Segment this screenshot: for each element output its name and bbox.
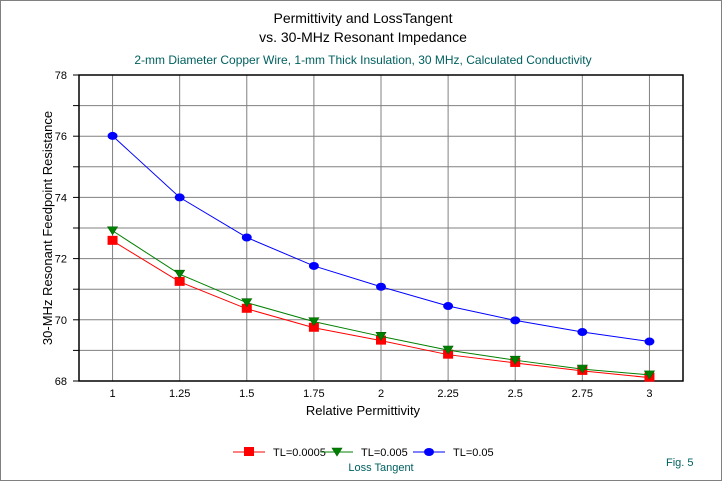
y-tick-label: 76 xyxy=(55,131,67,143)
series-tl-0-05 xyxy=(107,131,655,346)
x-tick-label: 1 xyxy=(109,388,115,400)
x-tick-label: 2 xyxy=(378,388,384,400)
legend-label: TL=0.0005 xyxy=(273,447,326,459)
data-point xyxy=(174,276,185,286)
data-point xyxy=(241,233,252,242)
legend-title: Loss Tangent xyxy=(348,462,413,474)
data-point xyxy=(308,317,320,327)
x-tick-label: 1.5 xyxy=(239,388,254,400)
data-point xyxy=(107,131,118,140)
x-tick-label: 1.75 xyxy=(303,388,324,400)
legend-marker xyxy=(331,447,343,457)
data-point xyxy=(375,332,387,341)
legend: TL=0.0005 TL=0.005 TL=0.05 xyxy=(233,447,494,459)
y-axis-label: 30-MHz Resonant Feedpoint Resistance xyxy=(40,111,55,345)
data-point xyxy=(107,235,118,245)
y-tick-label: 72 xyxy=(55,254,67,266)
legend-label: TL=0.05 xyxy=(453,447,494,459)
data-point xyxy=(174,193,185,202)
x-axis-label: Relative Permittivity xyxy=(306,403,421,418)
data-point xyxy=(643,370,655,380)
legend-marker xyxy=(424,448,434,456)
legend-label: TL=0.005 xyxy=(361,447,408,459)
series-tl-0-005 xyxy=(107,226,655,380)
data-point xyxy=(376,282,386,291)
y-tick-label: 74 xyxy=(55,192,67,204)
y-tick-label: 70 xyxy=(55,315,67,327)
chart-title-line1: Permittivity and LossTangent xyxy=(274,10,453,26)
data-point xyxy=(510,316,521,325)
y-tick-label: 78 xyxy=(55,70,67,82)
data-point xyxy=(442,345,454,355)
data-point xyxy=(644,337,655,346)
x-tick-label: 2.75 xyxy=(572,388,593,400)
y-tick-label: 68 xyxy=(55,376,67,388)
data-point xyxy=(308,322,319,332)
x-tick-label: 2.5 xyxy=(508,388,523,400)
x-tick-label: 2.25 xyxy=(437,388,458,400)
x-tick-label: 3 xyxy=(646,388,652,400)
data-point xyxy=(174,269,186,279)
data-point xyxy=(308,261,319,270)
data-point xyxy=(577,328,588,337)
data-point xyxy=(107,226,119,236)
chart-subtitle: 2-mm Diameter Copper Wire, 1-mm Thick In… xyxy=(134,53,591,67)
x-tick-label: 1.25 xyxy=(169,388,190,400)
data-point xyxy=(509,355,521,365)
figure-label: Fig. 5 xyxy=(666,457,694,469)
legend-marker xyxy=(244,447,254,456)
data-point xyxy=(576,364,588,374)
data-point xyxy=(241,303,252,313)
data-point xyxy=(241,298,253,308)
data-point xyxy=(443,302,454,311)
chart-title-line2: vs. 30-MHz Resonant Impedance xyxy=(259,29,467,45)
